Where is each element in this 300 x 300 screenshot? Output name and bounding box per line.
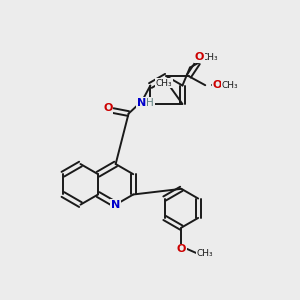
Text: CH₃: CH₃ (155, 79, 172, 88)
Text: O: O (195, 52, 204, 62)
Text: CH₃: CH₃ (202, 52, 218, 62)
Text: N: N (137, 98, 146, 107)
Text: O: O (177, 244, 186, 254)
Text: CH₃: CH₃ (221, 81, 238, 90)
Text: CH₃: CH₃ (197, 248, 214, 257)
Text: H: H (146, 98, 154, 107)
Text: N: N (111, 200, 120, 210)
Text: O: O (103, 103, 113, 113)
Text: S: S (146, 99, 154, 109)
Text: O: O (212, 80, 222, 90)
